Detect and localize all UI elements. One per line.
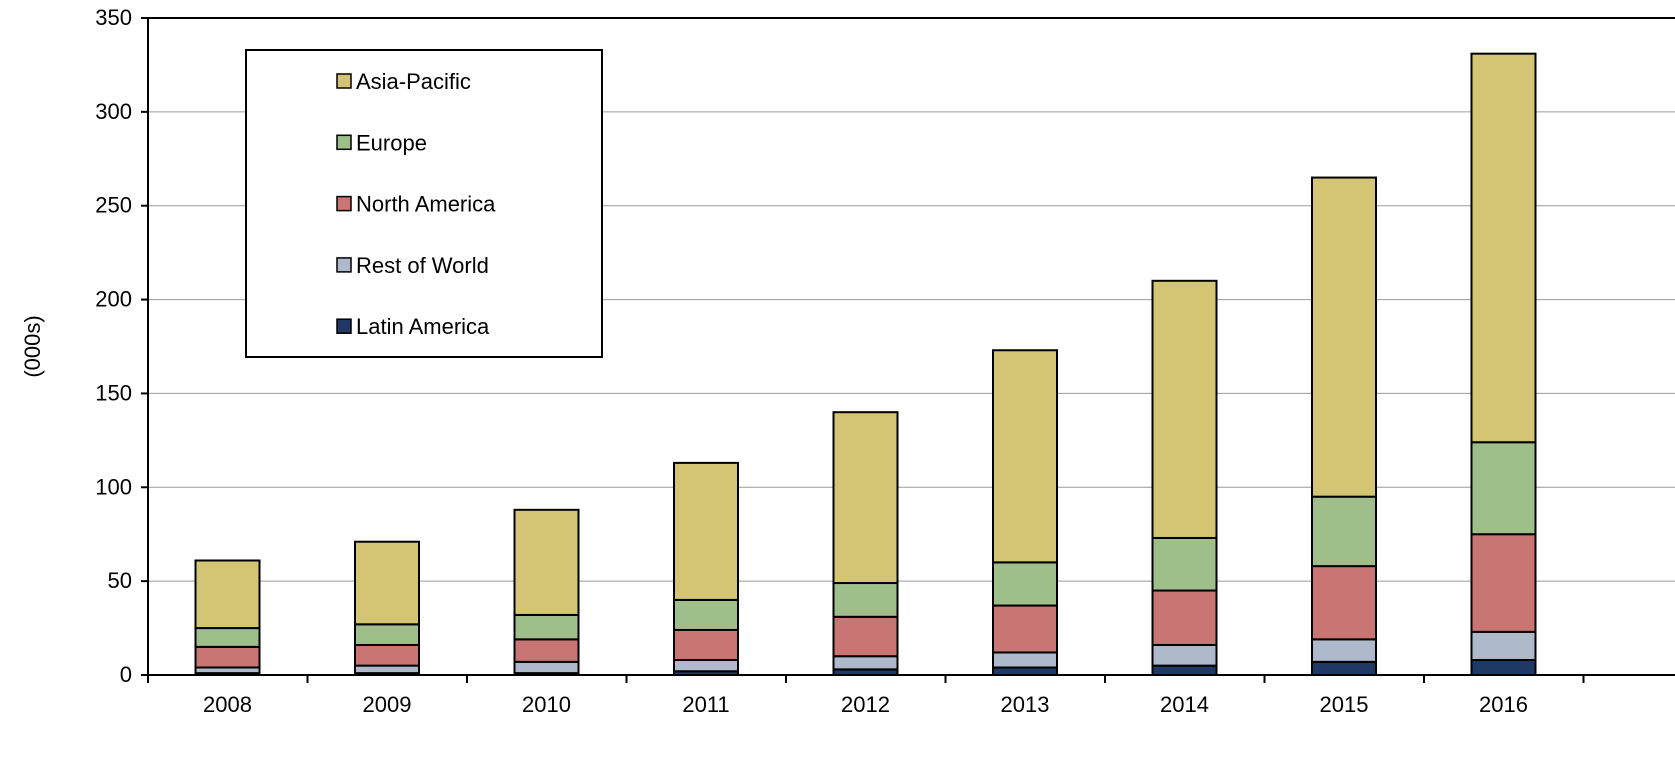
bar-north-america-2013 — [992, 604, 1058, 654]
x-tick-label: 2008 — [203, 692, 252, 717]
bar-latin-america-2014 — [1151, 664, 1218, 676]
bar-north-america-2014 — [1151, 589, 1218, 646]
legend-box — [245, 49, 603, 358]
bar-europe-2013 — [992, 561, 1058, 607]
y-tick-label: 100 — [95, 474, 132, 499]
x-tick-label: 2010 — [522, 692, 571, 717]
y-axis-title: (000s) — [20, 315, 45, 377]
x-tick-label: 2016 — [1479, 692, 1528, 717]
bar-rest-of-world-2010 — [513, 660, 580, 675]
bar-europe-2015 — [1311, 495, 1377, 568]
bar-europe-2010 — [513, 613, 580, 641]
bar-north-america-2008 — [194, 645, 261, 669]
bar-north-america-2011 — [673, 628, 739, 661]
bar-asia-pacific-2011 — [673, 461, 739, 601]
y-tick-label: 200 — [95, 287, 132, 312]
legend-swatch-europe — [336, 134, 352, 151]
bar-north-america-2010 — [513, 638, 580, 663]
legend-label: Asia-Pacific — [356, 69, 471, 94]
bar-rest-of-world-2016 — [1470, 630, 1537, 661]
y-tick-label: 0 — [120, 662, 132, 687]
y-tick-label: 350 — [95, 5, 132, 30]
bar-asia-pacific-2013 — [992, 349, 1058, 564]
x-tick-label: 2013 — [1001, 692, 1050, 717]
legend-label: Latin America — [356, 314, 490, 339]
bar-europe-2011 — [673, 598, 739, 631]
axes — [141, 17, 1675, 683]
bar-asia-pacific-2014 — [1151, 279, 1218, 539]
y-tick-label: 50 — [108, 568, 132, 593]
x-tick-label: 2012 — [841, 692, 890, 717]
x-tick-label: 2011 — [682, 692, 729, 717]
tick-labels: 0 50 100 150 200 250 300 350 2008 2009 2010 2011 201… — [95, 5, 1528, 717]
bar-north-america-2012 — [832, 615, 899, 658]
bar-europe-2009 — [354, 623, 420, 646]
bar-europe-2008 — [194, 627, 261, 648]
x-tick-label: 2015 — [1320, 692, 1369, 717]
bar-rest-of-world-2011 — [673, 658, 739, 673]
bar-latin-america-2013 — [992, 666, 1058, 677]
legend-swatch-asia-pacific — [336, 73, 352, 89]
bar-rest-of-world-2013 — [992, 651, 1058, 669]
legend-label: North America — [356, 192, 496, 217]
legend-swatch-north-america — [336, 195, 352, 212]
bar-europe-2012 — [832, 582, 899, 618]
bar-rest-of-world-2014 — [1151, 643, 1218, 667]
bar-asia-pacific-2008 — [194, 559, 261, 630]
bar-asia-pacific-2016 — [1470, 52, 1537, 444]
bar-asia-pacific-2012 — [832, 411, 899, 585]
bars — [194, 52, 1537, 677]
y-tick-label: 300 — [95, 99, 132, 124]
legend-label: Rest of World — [356, 253, 489, 278]
x-tick-label: 2014 — [1160, 692, 1209, 717]
bar-rest-of-world-2012 — [832, 655, 899, 671]
legend-swatch-rest-of-world — [336, 257, 352, 273]
bar-north-america-2016 — [1470, 533, 1537, 633]
legend-swatch-latin-america — [336, 318, 352, 334]
bar-rest-of-world-2015 — [1311, 638, 1377, 663]
bar-asia-pacific-2009 — [354, 540, 420, 626]
x-tick-label: 2009 — [363, 692, 412, 717]
bar-rest-of-world-2009 — [354, 664, 420, 675]
legend-label: Europe — [356, 130, 427, 155]
bar-latin-america-2015 — [1311, 660, 1377, 676]
bar-europe-2016 — [1470, 441, 1537, 536]
legend: Asia-Pacific Europe North America Rest of W… — [245, 49, 603, 358]
y-tick-label: 250 — [95, 193, 132, 218]
bar-europe-2014 — [1151, 536, 1218, 592]
bar-latin-america-2016 — [1470, 658, 1537, 676]
y-tick-label: 150 — [95, 380, 132, 405]
bar-north-america-2009 — [354, 643, 420, 667]
bar-north-america-2015 — [1311, 565, 1377, 641]
bar-asia-pacific-2015 — [1311, 176, 1377, 498]
bar-asia-pacific-2010 — [513, 508, 580, 616]
